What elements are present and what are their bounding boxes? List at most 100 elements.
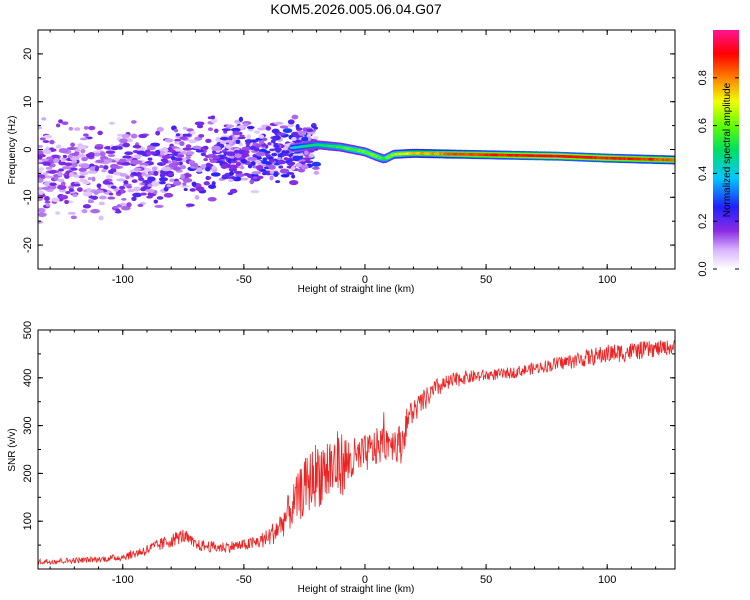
spectrogram-cell: [105, 150, 116, 155]
spectrogram-cell: [70, 142, 76, 148]
spectrogram-cell: [276, 132, 286, 136]
y-tick-label: 100: [22, 512, 34, 530]
spectrogram-cell: [188, 139, 197, 144]
spectrogram-cell: [72, 193, 78, 198]
spectrogram-cell: [219, 136, 230, 141]
spectrogram-cell: [210, 172, 221, 177]
spectrogram-cell: [58, 148, 69, 154]
spectrogram-cell: [183, 187, 188, 192]
spectrogram-cell: [277, 160, 287, 165]
spectrogram-cell: [200, 146, 206, 150]
spectrogram-cell: [74, 148, 81, 152]
spectrogram-cell: [268, 164, 276, 170]
spectrogram-cell: [127, 188, 135, 193]
spectrogram-cell: [174, 138, 182, 142]
spectrogram-cell: [121, 197, 127, 201]
spectrogram-cell: [110, 185, 117, 189]
spectrogram-cell: [126, 185, 133, 189]
spectrogram-cell: [42, 140, 50, 143]
spectrogram-cell: [173, 180, 182, 186]
spectrogram-cell: [235, 161, 241, 167]
spectrogram-cell: [88, 152, 95, 156]
spectrogram-cell: [81, 209, 88, 214]
spectrogram-cell: [121, 133, 130, 139]
spectrogram-cell: [133, 154, 142, 159]
spectrogram-cell: [38, 196, 43, 202]
spectrogram-cell: [169, 149, 176, 153]
spectrogram-cell: [99, 165, 104, 169]
spectrogram-cell: [311, 161, 322, 167]
spectrogram-cell: [181, 150, 187, 155]
y-tick-label: -10: [22, 189, 34, 205]
spectrogram-cell: [146, 151, 152, 156]
y-tick-label: 20: [22, 48, 34, 60]
spectrogram-cell: [267, 142, 272, 146]
spectrogram-cell: [212, 149, 217, 155]
snr-y-label: SNR (v/v): [7, 428, 18, 471]
spectrogram-cell: [130, 133, 138, 139]
spectrogram-cell: [83, 125, 89, 130]
spectrogram-heatmap: [38, 114, 675, 224]
spectrogram-cell: [38, 167, 45, 172]
spectrogram-cell: [273, 147, 282, 152]
spectrogram-cell: [113, 157, 120, 161]
spectrogram-cell: [262, 171, 267, 176]
spectrogram-cell: [118, 158, 127, 163]
spectrogram-cell: [152, 166, 157, 172]
spectrogram-cell: [282, 152, 289, 157]
spectrogram-cell: [99, 195, 107, 200]
snr-x-axis: -100 -50 0 50 100: [49, 330, 657, 586]
spectrogram-cell: [181, 133, 192, 137]
spectrogram-cell: [124, 151, 134, 156]
spectrogram-cell: [172, 166, 181, 171]
spectrogram-cell: [158, 177, 169, 182]
spectrogram-cell: [207, 127, 214, 132]
spectrogram-cell: [249, 179, 255, 185]
spectrogram-cell: [211, 181, 216, 186]
spectrogram-cell: [90, 208, 101, 214]
spectrogram-cell: [44, 196, 50, 202]
spectrogram-cell: [291, 131, 299, 137]
spectrogram-cell: [231, 158, 237, 162]
spectrogram-cell: [194, 121, 205, 126]
spectrogram-cell: [221, 174, 231, 178]
spectrogram-cell: [162, 159, 169, 164]
colorbar-tick-label: 0.6: [697, 118, 709, 133]
spectrogram-cell: [96, 189, 104, 193]
spectrogram-cell: [279, 168, 290, 174]
spectrogram-cell: [51, 197, 60, 203]
spectrogram-y-label: Frequency (Hz): [7, 116, 18, 185]
spectrogram-cell: [99, 151, 106, 157]
spectrogram-cell: [179, 141, 185, 147]
spectrogram-cell: [251, 171, 262, 175]
spectrogram-cell: [203, 181, 210, 186]
spectrogram-cell: [133, 167, 142, 171]
spectrogram-cell: [86, 187, 92, 192]
spectrogram-cell: [174, 157, 183, 162]
spectrogram-cell: [137, 203, 144, 208]
spectrogram-cell: [311, 123, 317, 127]
spectrogram-cell: [68, 172, 74, 177]
spectrogram-cell: [155, 130, 161, 136]
spectrogram-cell: [41, 186, 52, 190]
spectrogram-cell: [43, 134, 53, 139]
spectrogram-cell: [45, 203, 51, 207]
spectrogram-cell: [273, 172, 279, 177]
spectrogram-cell: [77, 153, 86, 158]
spectrogram-cell: [168, 163, 178, 168]
y-tick-label: 400: [22, 369, 34, 387]
spectrogram-cell: [69, 157, 79, 161]
spectrogram-cell: [38, 186, 43, 191]
spectrogram-cell: [94, 166, 99, 172]
spectrogram-cell: [132, 192, 142, 198]
spectrogram-cell: [57, 184, 67, 190]
spectrogram-cell: [97, 130, 103, 136]
y-tick-label: 200: [22, 464, 34, 482]
spectrogram-cell: [302, 127, 308, 132]
spectrogram-cell: [235, 172, 245, 178]
spectrogram-cell: [68, 126, 74, 131]
spectrogram-cell: [261, 159, 269, 164]
spectrogram-cell: [179, 164, 187, 170]
x-tick-label: -100: [112, 274, 134, 286]
spectrogram-cell: [195, 186, 205, 192]
